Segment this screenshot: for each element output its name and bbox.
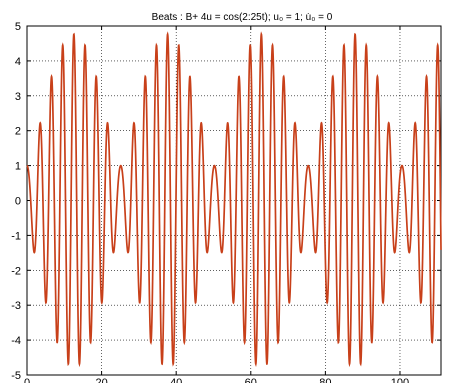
y-tick-label: -1 [11, 230, 21, 242]
x-tick-label: 60 [245, 377, 257, 383]
x-tick-labels: 0 20 40 60 80 100 [24, 377, 409, 383]
y-tick-label: 5 [15, 21, 21, 33]
y-tick-label: -5 [11, 370, 21, 382]
series-line [26, 31, 442, 368]
y-tick-label: -2 [11, 265, 21, 277]
chart-title: Beats : B+ 4u = cos(2:25t); u₀ = 1; u̇₀ … [152, 12, 333, 23]
y-tick-label: 2 [15, 126, 21, 138]
y-tick-label: 0 [15, 196, 21, 208]
y-tick-label: -4 [11, 335, 21, 347]
y-tick-labels: 5 4 3 2 1 0 -1 -2 -3 -4 -5 [11, 21, 21, 382]
x-tick-label: 100 [391, 377, 409, 383]
y-tick-label: 3 [15, 91, 21, 103]
y-tick-label: 4 [15, 56, 21, 68]
x-tick-label: 20 [95, 377, 107, 383]
y-tick-label: -3 [11, 300, 21, 312]
x-tick-label: 40 [170, 377, 182, 383]
y-tick-label: 1 [15, 161, 21, 173]
x-tick-label: 80 [319, 377, 331, 383]
x-tick-label: 0 [24, 377, 30, 383]
